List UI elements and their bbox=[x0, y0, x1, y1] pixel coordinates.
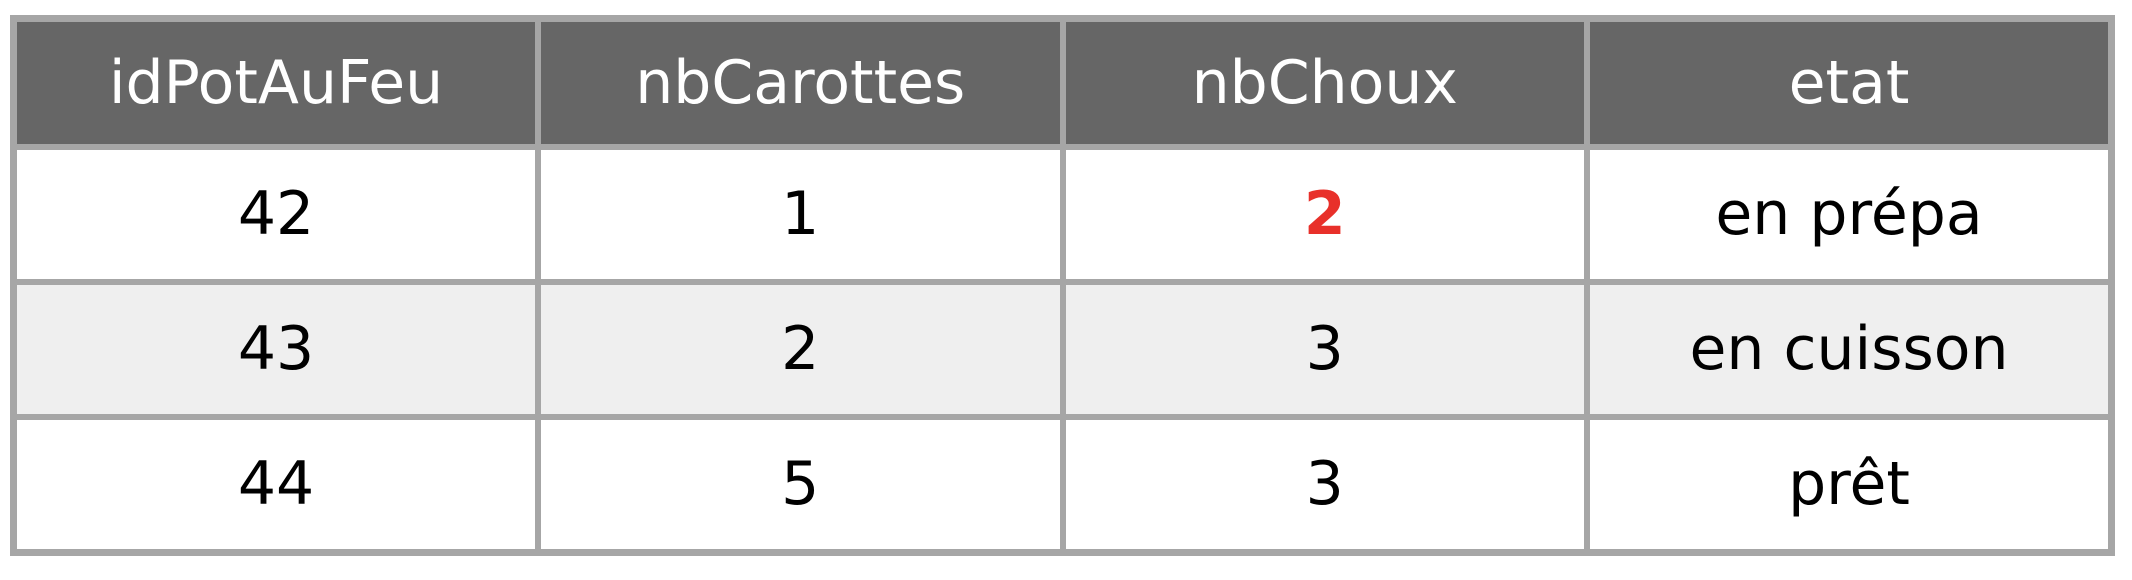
data-table-container: idPotAuFeu nbCarottes nbChoux etat 42 1 … bbox=[10, 15, 2115, 556]
data-table: idPotAuFeu nbCarottes nbChoux etat 42 1 … bbox=[10, 15, 2115, 556]
cell-nbcarottes: 5 bbox=[535, 413, 1066, 556]
cell-nbcarottes: 2 bbox=[535, 278, 1066, 420]
cell-etat: en cuisson bbox=[1584, 278, 2115, 420]
cell-idpotaufeu: 44 bbox=[10, 413, 541, 556]
table-header-row: idPotAuFeu nbCarottes nbChoux etat bbox=[10, 15, 2115, 150]
cell-etat: prêt bbox=[1584, 413, 2115, 556]
column-header-etat: etat bbox=[1584, 15, 2115, 150]
cell-nbchoux-highlighted: 2 bbox=[1059, 144, 1590, 285]
cell-etat: en prépa bbox=[1584, 144, 2115, 285]
cell-nbcarottes: 1 bbox=[535, 144, 1066, 285]
cell-nbchoux: 3 bbox=[1059, 278, 1590, 420]
cell-idpotaufeu: 43 bbox=[10, 278, 541, 420]
table-row: 42 1 2 en prépa bbox=[10, 144, 2115, 285]
cell-idpotaufeu: 42 bbox=[10, 144, 541, 285]
column-header-idpotaufeu: idPotAuFeu bbox=[10, 15, 541, 150]
column-header-nbchoux: nbChoux bbox=[1059, 15, 1590, 150]
column-header-nbcarottes: nbCarottes bbox=[535, 15, 1066, 150]
table-row: 43 2 3 en cuisson bbox=[10, 278, 2115, 420]
table-row: 44 5 3 prêt bbox=[10, 413, 2115, 556]
cell-nbchoux: 3 bbox=[1059, 413, 1590, 556]
